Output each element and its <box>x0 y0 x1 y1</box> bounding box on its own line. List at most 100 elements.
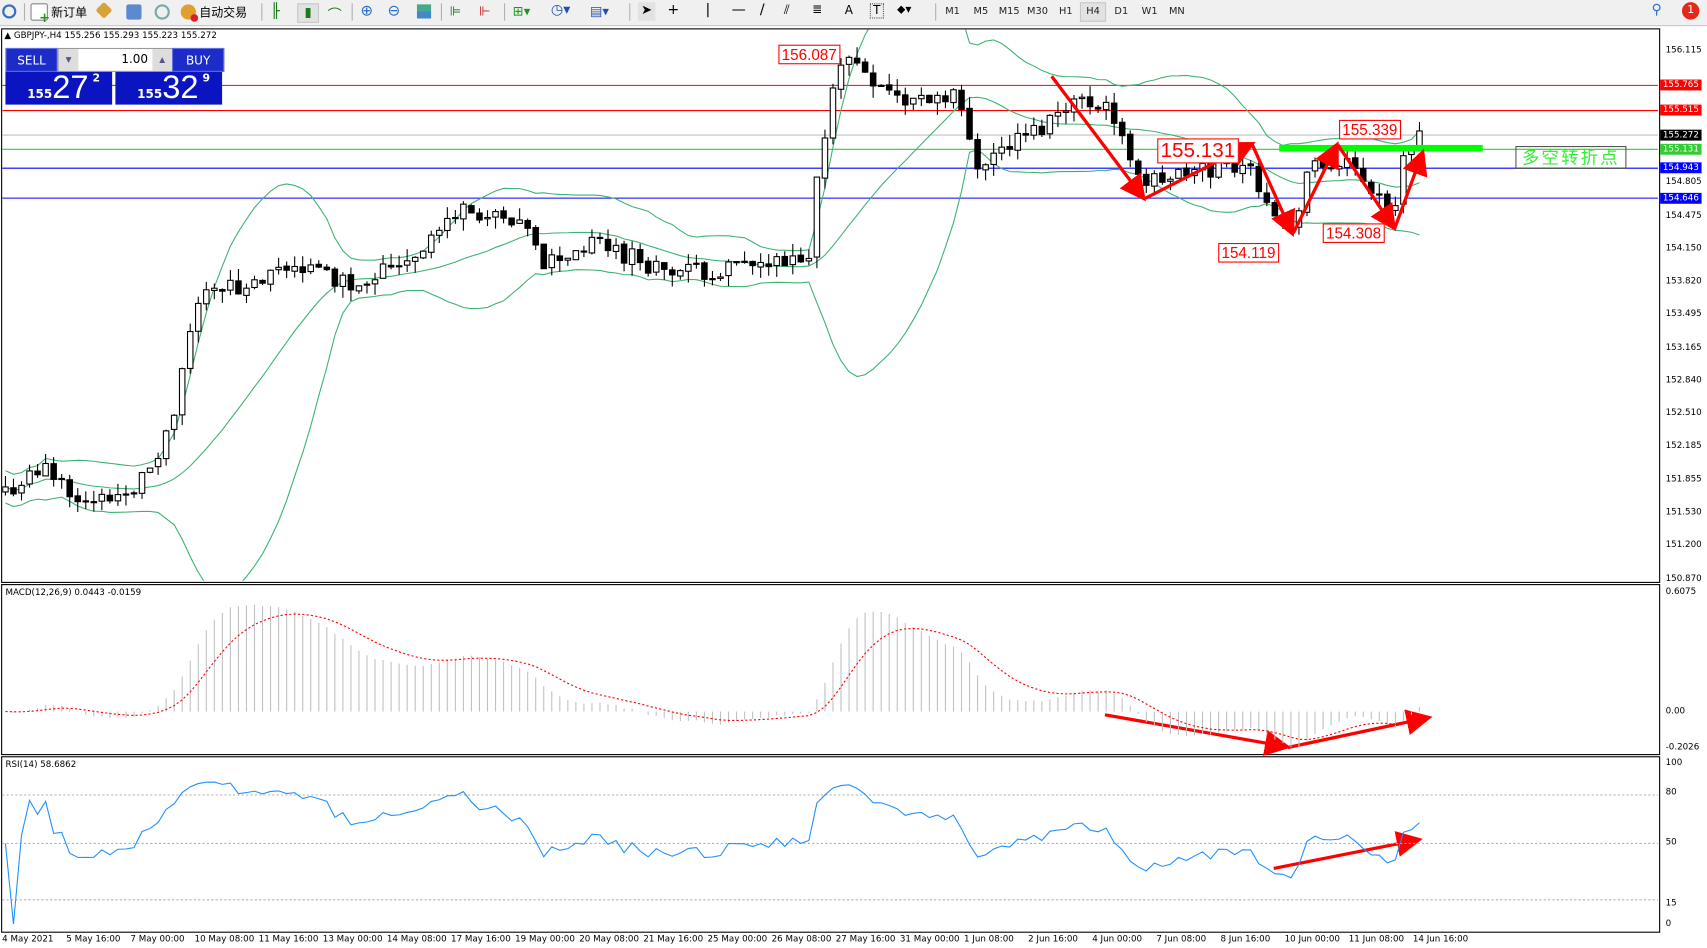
candle <box>1143 168 1150 193</box>
timeframe-m5[interactable]: M5 <box>973 6 989 18</box>
candle <box>966 97 973 141</box>
time-tick: 1 Jun 08:00 <box>963 933 1014 944</box>
crosshair-icon[interactable]: + <box>667 2 680 19</box>
horizontal-line-icon[interactable]: — <box>731 2 746 19</box>
time-tick: 7 May 00:00 <box>130 933 185 944</box>
buy-price-pips: 32 <box>162 69 199 106</box>
price-tick: 153.820 <box>1665 275 1702 286</box>
arrows-icon[interactable]: ⬥▾ <box>897 2 912 17</box>
timeframe-h4[interactable]: H4 <box>1079 2 1107 22</box>
trendline-icon[interactable]: / <box>759 2 765 19</box>
vertical-line-icon[interactable]: | <box>705 2 711 19</box>
bar-chart-icon[interactable]: ╟ <box>271 3 280 20</box>
time-tick: 26 May 08:00 <box>771 933 832 944</box>
sell-price[interactable]: 155 27 2 <box>5 69 113 106</box>
line-chart-icon[interactable]: ⌒ <box>327 7 342 24</box>
signals-icon[interactable] <box>154 4 170 20</box>
candle <box>452 209 459 224</box>
templates-icon[interactable]: ▤▾ <box>590 3 609 19</box>
candlestick-chart-icon[interactable]: ▮ <box>297 3 319 23</box>
candle <box>283 261 290 279</box>
indicators-icon[interactable]: ⊞▾ <box>512 3 531 19</box>
timeframe-h1[interactable]: H1 <box>1058 6 1073 18</box>
high-price-label[interactable]: 156.087 <box>778 44 841 65</box>
zoom-in-icon[interactable]: ⊕ <box>360 2 374 20</box>
increase-lot-icon[interactable]: ▲ <box>152 49 173 71</box>
candle <box>1110 92 1118 136</box>
decrease-lot-icon[interactable]: ▼ <box>58 49 79 71</box>
equidistant-channel-icon[interactable]: ⫽ <box>783 2 790 18</box>
candle <box>741 251 748 264</box>
candle <box>620 240 628 272</box>
candle <box>532 225 539 251</box>
candle <box>612 238 620 260</box>
candle <box>227 270 234 296</box>
zoom-out-icon[interactable]: ⊖ <box>387 2 401 20</box>
recent-high-price-label[interactable]: 155.339 <box>1339 119 1401 140</box>
text-label-icon[interactable]: T <box>869 3 884 19</box>
buy-price[interactable]: 155 32 9 <box>115 69 223 106</box>
candle <box>10 478 17 497</box>
text-icon[interactable]: A <box>844 3 853 18</box>
timeframe-m1[interactable]: M1 <box>945 6 960 18</box>
candle <box>419 250 427 260</box>
candle <box>468 204 475 214</box>
candle <box>717 272 724 281</box>
candle <box>1086 86 1094 115</box>
candle <box>98 488 106 511</box>
lot-size-stepper[interactable]: ▼ 1.00 ▲ <box>57 47 174 72</box>
candle <box>146 467 154 474</box>
rsi-label: RSI(14) 58.6862 <box>5 759 77 770</box>
trend-arrow <box>1250 143 1296 237</box>
buy-button[interactable]: BUY <box>172 47 225 72</box>
notification-badge[interactable]: 1 <box>1681 2 1700 20</box>
neckline-price-label[interactable]: 155.131 <box>1157 138 1239 164</box>
time-tick: 4 Jun 00:00 <box>1092 933 1143 944</box>
toolbar: + 新订单 自动交易 ╟ ▮ ⌒ ⊕ ⊖ ⊫ ⊩ ⊞▾ ◷▾ ▤▾ ➤ + | … <box>0 0 1707 27</box>
cursor-icon[interactable]: ➤ <box>637 2 656 21</box>
new-order-button[interactable]: + 新订单 <box>30 2 87 24</box>
chart-shift-icon[interactable]: ⊫ <box>449 3 461 19</box>
candle <box>1376 184 1383 205</box>
price-tick: 153.165 <box>1665 341 1702 352</box>
autoscroll-icon[interactable]: ⊩ <box>479 3 491 19</box>
candle <box>1311 157 1319 178</box>
candle <box>1022 123 1030 143</box>
lot-size-value[interactable]: 1.00 <box>121 52 149 67</box>
terminal-icon[interactable] <box>126 4 142 20</box>
price-tick: 152.185 <box>1665 440 1702 451</box>
timeframe-m30[interactable]: M30 <box>1027 6 1048 18</box>
zoom-icon[interactable] <box>2 4 17 19</box>
auto-trading-button[interactable]: 自动交易 <box>180 2 247 22</box>
timeframe-mn[interactable]: MN <box>1168 6 1185 18</box>
first-low-price-label[interactable]: 154.119 <box>1218 242 1279 263</box>
candle <box>652 255 660 276</box>
timeframe-m15[interactable]: M15 <box>998 6 1020 18</box>
rsi-line <box>4 781 1420 925</box>
pivot-text-label[interactable]: 多空转折点 <box>1515 146 1627 169</box>
timeframe-d1[interactable]: D1 <box>1114 6 1129 18</box>
candle <box>74 488 82 513</box>
candle <box>1006 134 1013 157</box>
candle <box>1054 101 1062 128</box>
time-tick: 25 May 00:00 <box>707 933 768 944</box>
candle <box>82 491 90 510</box>
fibonacci-icon[interactable]: ≣ <box>812 2 823 17</box>
tile-windows-icon[interactable] <box>416 4 432 19</box>
candle <box>958 84 965 117</box>
candle <box>564 257 572 266</box>
candle <box>853 47 861 66</box>
sell-price-pips: 27 <box>52 69 89 106</box>
second-low-price-label[interactable]: 154.308 <box>1322 223 1385 243</box>
candle <box>203 281 210 311</box>
periods-icon[interactable]: ◷▾ <box>550 2 571 19</box>
candle <box>395 255 403 275</box>
search-icon[interactable]: ⚲ <box>1651 2 1662 19</box>
macd-tick: -0.2026 <box>1665 742 1700 752</box>
timeframe-w1[interactable]: W1 <box>1141 6 1158 18</box>
candle <box>1014 123 1022 160</box>
collapse-icon[interactable]: ▲ <box>4 30 12 41</box>
sell-button[interactable]: SELL <box>5 47 58 72</box>
candle <box>990 142 997 176</box>
rsi-pane[interactable] <box>1 756 1661 933</box>
